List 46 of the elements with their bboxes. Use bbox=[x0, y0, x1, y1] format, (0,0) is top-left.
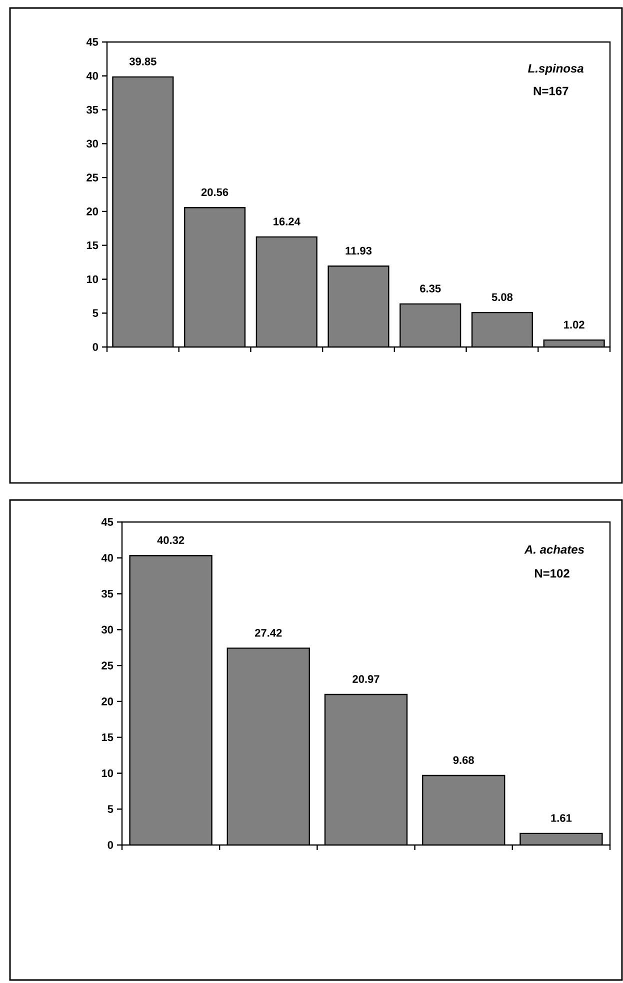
bar bbox=[324, 694, 408, 845]
y-tick-label: 5 bbox=[92, 309, 98, 317]
y-tick-label: 5 bbox=[108, 805, 114, 813]
y-tick-label: 45 bbox=[101, 518, 114, 526]
data-label: 11.93 bbox=[346, 246, 372, 255]
y-tick-label: 25 bbox=[102, 662, 114, 670]
y-tick-label: 45 bbox=[86, 38, 98, 46]
data-label: 16.24 bbox=[274, 218, 300, 226]
y-tick-label: 0 bbox=[92, 343, 98, 351]
bar bbox=[471, 312, 533, 347]
data-label: 20.97 bbox=[352, 675, 380, 683]
y-tick-label: 35 bbox=[101, 590, 114, 598]
data-label: 40.32 bbox=[157, 536, 184, 544]
bar bbox=[422, 774, 506, 845]
y-tick-label: 20 bbox=[102, 698, 114, 706]
y-tick-label: 20 bbox=[86, 208, 98, 216]
y-tick-label: 15 bbox=[102, 734, 114, 742]
y-tick-label: 15 bbox=[86, 242, 98, 250]
data-label: 9.68 bbox=[453, 756, 474, 764]
data-label: 20.56 bbox=[201, 188, 228, 196]
bar bbox=[400, 303, 462, 347]
y-tick-label: 30 bbox=[86, 140, 98, 148]
data-label: 6.35 bbox=[420, 284, 441, 292]
y-tick-label: 10 bbox=[86, 275, 98, 284]
data-label: 5.08 bbox=[492, 293, 513, 302]
y-tick-label: 25 bbox=[86, 174, 98, 182]
data-label: 1.61 bbox=[551, 814, 572, 822]
bar bbox=[226, 648, 310, 845]
annotation: A. achates bbox=[524, 544, 584, 554]
bar bbox=[129, 554, 212, 845]
y-tick-label: 30 bbox=[101, 626, 114, 634]
annotation: N=102 bbox=[534, 569, 570, 578]
y-tick-label: 40 bbox=[101, 554, 114, 562]
y-tick-label: 40 bbox=[86, 72, 98, 80]
data-label: 1.02 bbox=[564, 320, 584, 329]
annotation: L.spinosa bbox=[528, 64, 584, 76]
bar bbox=[112, 76, 174, 347]
y-tick-label: 0 bbox=[108, 841, 114, 849]
data-label: 39.85 bbox=[129, 58, 156, 66]
bar bbox=[328, 266, 390, 347]
y-tick-label: 35 bbox=[86, 106, 98, 114]
bar bbox=[256, 236, 318, 347]
data-label: 27.42 bbox=[255, 628, 282, 637]
bar bbox=[184, 207, 246, 347]
annotation: N=167 bbox=[534, 86, 568, 96]
y-tick-label: 10 bbox=[102, 769, 114, 778]
